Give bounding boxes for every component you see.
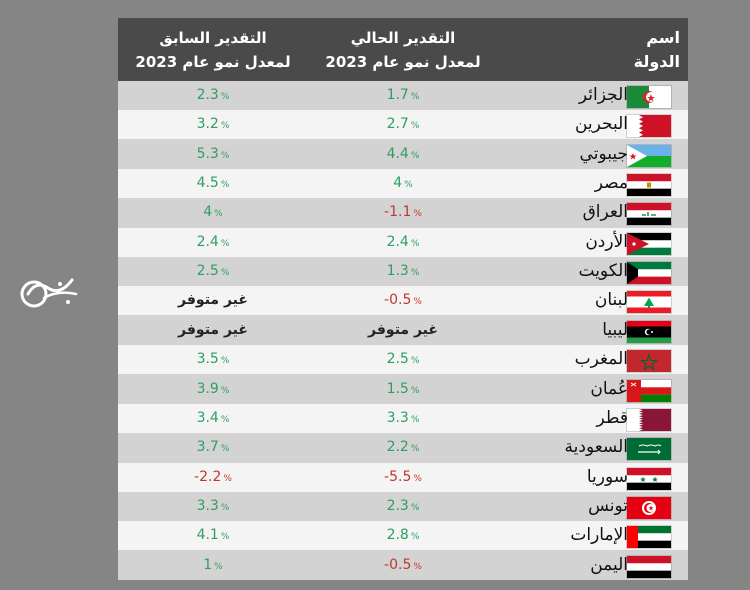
saudi-flag-icon <box>626 437 672 462</box>
table-row: 2.4% 2.4% الأردن <box>118 227 688 257</box>
current-estimate-value: -0.5% <box>384 556 422 573</box>
current-estimate-value: 4% <box>393 175 413 192</box>
previous-estimate-value: 3.4% <box>196 409 230 426</box>
current-estimate-value: -1.1% <box>384 204 422 221</box>
previous-estimate-value: 1% <box>203 556 223 573</box>
libya-flag-icon <box>626 319 672 344</box>
bahrain-flag-icon <box>626 114 672 139</box>
country-name: المغرب <box>574 349 628 370</box>
table-row: 3.4% 3.3% قطر <box>118 403 688 433</box>
current-estimate-value: 1.3% <box>386 263 420 280</box>
current-estimate-value: 3.3% <box>386 409 420 426</box>
country-name: العراق <box>582 202 628 223</box>
country-name: الإمارات <box>570 525 628 546</box>
current-estimate-value: 2.5% <box>386 351 420 368</box>
country-name: عُمان <box>590 378 628 399</box>
algeria-flag-icon <box>626 85 672 109</box>
previous-estimate-value: 4% <box>203 204 223 221</box>
country-name: ليبيا <box>602 319 628 340</box>
country-name: لبنان <box>594 290 628 311</box>
al-mayadeen-logo-icon <box>14 270 84 310</box>
current-estimate-value: -0.5% <box>384 292 422 309</box>
previous-estimate-value: 2.3% <box>196 87 230 103</box>
current-estimate-value: -5.5% <box>384 468 422 485</box>
table-row: غير متوفر -0.5% لبنان <box>118 286 688 316</box>
table-row: 3.7% 2.2% السعودية <box>118 433 688 463</box>
country-name-header: اسم الدولة <box>633 28 680 71</box>
current-estimate-value: 2.8% <box>386 527 420 544</box>
country-name: تونس <box>588 495 628 516</box>
djibouti-flag-icon <box>626 143 672 168</box>
previous-estimate-value: 2.5% <box>196 263 230 280</box>
table-row: 4.1% 2.8% الإمارات <box>118 521 688 551</box>
previous-estimate-value: -2.2% <box>194 468 232 485</box>
previous-estimate-value: غير متوفر <box>178 321 248 338</box>
current-estimate-value: 2.7% <box>386 116 420 133</box>
lebanon-flag-icon <box>626 290 672 315</box>
current-estimate-value: 1.7% <box>386 87 420 103</box>
previous-estimate-value: 3.7% <box>196 439 230 456</box>
previous-estimate-value: غير متوفر <box>178 292 248 309</box>
current-estimate-value: 4.4% <box>386 145 420 162</box>
country-name: مصر <box>594 173 628 194</box>
syria-flag-icon <box>626 466 672 491</box>
table-row: 3.9% 1.5% عُمان <box>118 374 688 404</box>
country-name: قطر <box>596 407 628 428</box>
previous-estimate-value: 3.5% <box>196 351 230 368</box>
current-estimate-value: 2.3% <box>386 497 420 514</box>
previous-estimate-value: 3.3% <box>196 497 230 514</box>
current-estimate-value: غير متوفر <box>368 321 438 338</box>
previous-estimate-value: 3.2% <box>196 116 230 133</box>
country-name: الأردن <box>585 231 628 252</box>
country-name: سوريا <box>586 466 628 487</box>
egypt-flag-icon <box>626 173 672 198</box>
current-estimate-value: 2.2% <box>386 439 420 456</box>
previous-estimate-value: 2.4% <box>196 233 230 250</box>
kuwait-flag-icon <box>626 261 672 286</box>
previous-estimate-value: 4.5% <box>196 175 230 192</box>
table-row: 3.3% 2.3% تونس <box>118 491 688 521</box>
iraq-flag-icon <box>626 202 672 227</box>
table-row: 4.5% 4% مصر <box>118 169 688 199</box>
qatar-flag-icon <box>626 407 672 432</box>
current-estimate-header: التقدير الحالي لمعدل نمو عام 2023 <box>325 29 481 71</box>
table-row: غير متوفر غير متوفر ليبيا <box>118 315 688 345</box>
country-name: جيبوتي <box>579 143 628 164</box>
table-header: التقدير السابق لمعدل نمو عام 2023 التقدي… <box>118 18 688 81</box>
country-name: السعودية <box>564 437 628 458</box>
previous-estimate-header: التقدير السابق لمعدل نمو عام 2023 <box>135 29 291 71</box>
growth-table: التقدير السابق لمعدل نمو عام 2023 التقدي… <box>118 18 688 580</box>
country-name: البحرين <box>574 114 628 135</box>
country-name: الكويت <box>578 261 629 282</box>
table-row: 2.5% 1.3% الكويت <box>118 257 688 287</box>
oman-flag-icon <box>626 378 672 403</box>
table-row: 1% -0.5% اليمن <box>118 550 688 580</box>
previous-estimate-value: 3.9% <box>196 380 230 397</box>
table-row: 3.5% 2.5% المغرب <box>118 345 688 375</box>
tunisia-flag-icon <box>626 495 672 520</box>
current-estimate-value: 2.4% <box>386 233 420 250</box>
country-name: اليمن <box>590 554 628 575</box>
table-row: 4% -1.1% العراق <box>118 198 688 228</box>
table-row: 5.3% 4.4% جيبوتي <box>118 139 688 169</box>
uae-flag-icon <box>626 525 672 550</box>
table-row: 2.3% 1.7% الجزائر <box>118 81 688 110</box>
table-row: 3.2% 2.7% البحرين <box>118 110 688 140</box>
jordan-flag-icon <box>626 231 672 256</box>
morocco-flag-icon <box>626 349 672 374</box>
country-name: الجزائر <box>578 85 628 105</box>
table-row: -2.2% -5.5% سوريا <box>118 462 688 492</box>
previous-estimate-value: 4.1% <box>196 527 230 544</box>
current-estimate-value: 1.5% <box>386 380 420 397</box>
yemen-flag-icon <box>626 554 672 579</box>
previous-estimate-value: 5.3% <box>196 145 230 162</box>
